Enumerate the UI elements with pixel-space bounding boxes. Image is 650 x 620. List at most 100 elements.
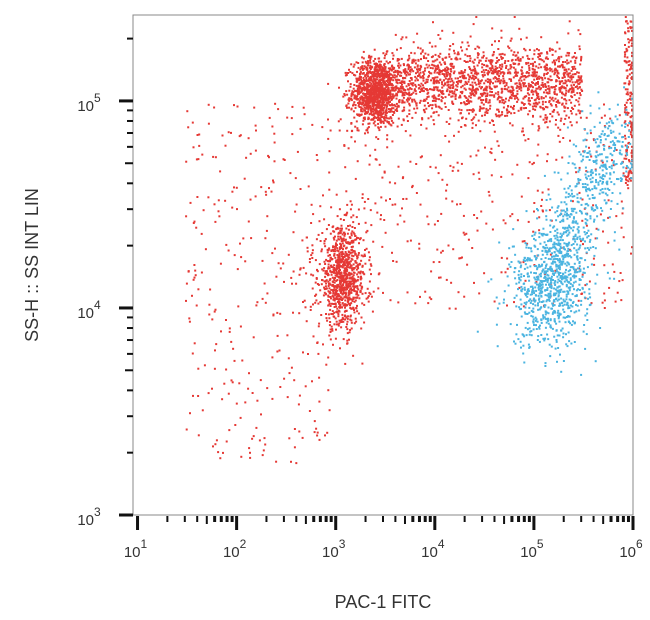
data-point	[489, 107, 491, 110]
data-point	[192, 222, 195, 224]
data-point	[380, 79, 383, 82]
data-point	[367, 122, 370, 125]
data-point	[370, 109, 373, 112]
data-point	[329, 283, 332, 286]
data-point	[361, 271, 364, 274]
data-point	[324, 434, 326, 437]
data-point	[368, 163, 371, 166]
data-point	[356, 255, 358, 258]
data-point	[329, 278, 332, 280]
data-point	[314, 281, 317, 284]
data-point	[335, 239, 338, 242]
data-point	[547, 77, 550, 80]
data-point	[537, 308, 540, 311]
data-point	[501, 111, 504, 114]
data-point	[431, 99, 434, 102]
data-point	[515, 71, 518, 74]
data-point	[530, 84, 533, 87]
data-point	[534, 245, 537, 248]
data-point	[623, 121, 626, 124]
data-point	[500, 71, 503, 74]
data-point	[339, 304, 342, 307]
data-point	[423, 57, 425, 59]
data-point	[532, 307, 535, 310]
data-point	[539, 284, 542, 287]
data-point	[416, 68, 418, 71]
data-point	[452, 81, 455, 84]
data-point	[578, 45, 581, 48]
data-point	[531, 234, 534, 237]
data-point	[366, 72, 368, 75]
data-point	[523, 267, 526, 270]
data-point	[294, 177, 297, 180]
data-point	[533, 264, 536, 266]
data-point	[231, 190, 234, 193]
data-point	[552, 258, 555, 261]
data-point	[545, 251, 548, 253]
data-point	[379, 121, 382, 123]
data-point	[327, 356, 330, 359]
data-point	[366, 95, 369, 98]
data-point	[528, 327, 531, 330]
data-point	[578, 103, 581, 106]
data-point	[519, 59, 522, 62]
data-point	[321, 232, 324, 234]
data-point	[569, 322, 572, 325]
data-point	[395, 260, 398, 263]
data-point	[509, 67, 512, 70]
data-point	[513, 340, 515, 343]
data-point	[511, 86, 514, 89]
data-point	[546, 277, 549, 280]
data-point	[546, 246, 549, 249]
data-point	[339, 296, 342, 299]
data-point	[463, 102, 466, 105]
data-point	[534, 89, 537, 92]
data-point	[583, 324, 586, 326]
data-point	[355, 80, 358, 83]
data-point	[522, 352, 525, 355]
data-point	[308, 258, 311, 260]
data-point	[366, 86, 369, 89]
data-point	[486, 65, 489, 68]
data-point	[449, 45, 452, 47]
data-point	[568, 20, 571, 23]
data-point	[376, 81, 379, 84]
data-point	[631, 51, 633, 54]
data-point	[243, 177, 246, 180]
data-point	[353, 250, 356, 253]
data-point	[479, 92, 482, 95]
data-point	[631, 55, 633, 58]
data-point	[479, 105, 482, 108]
data-point	[428, 64, 431, 67]
data-point	[256, 301, 259, 304]
data-point	[473, 72, 476, 75]
data-point	[555, 219, 558, 222]
data-point	[394, 203, 397, 206]
data-point	[503, 85, 506, 88]
data-point	[408, 92, 411, 95]
data-point	[341, 233, 344, 236]
data-point	[490, 174, 493, 177]
data-point	[533, 210, 535, 213]
data-point	[549, 67, 551, 70]
data-point	[368, 291, 371, 294]
data-point	[412, 41, 415, 44]
data-point	[523, 256, 526, 259]
data-point	[319, 301, 322, 303]
data-point	[337, 259, 339, 262]
data-point	[439, 52, 442, 55]
data-point	[522, 134, 525, 137]
data-point	[222, 451, 224, 454]
data-point	[360, 89, 363, 92]
data-point	[580, 79, 583, 82]
data-point	[631, 104, 633, 107]
data-point	[477, 119, 480, 122]
data-point	[579, 92, 581, 95]
data-point	[616, 291, 619, 294]
data-point	[485, 222, 488, 225]
data-point	[506, 72, 509, 75]
data-point	[484, 146, 486, 149]
data-point	[485, 107, 488, 110]
data-point	[537, 92, 540, 95]
data-point	[449, 90, 452, 93]
